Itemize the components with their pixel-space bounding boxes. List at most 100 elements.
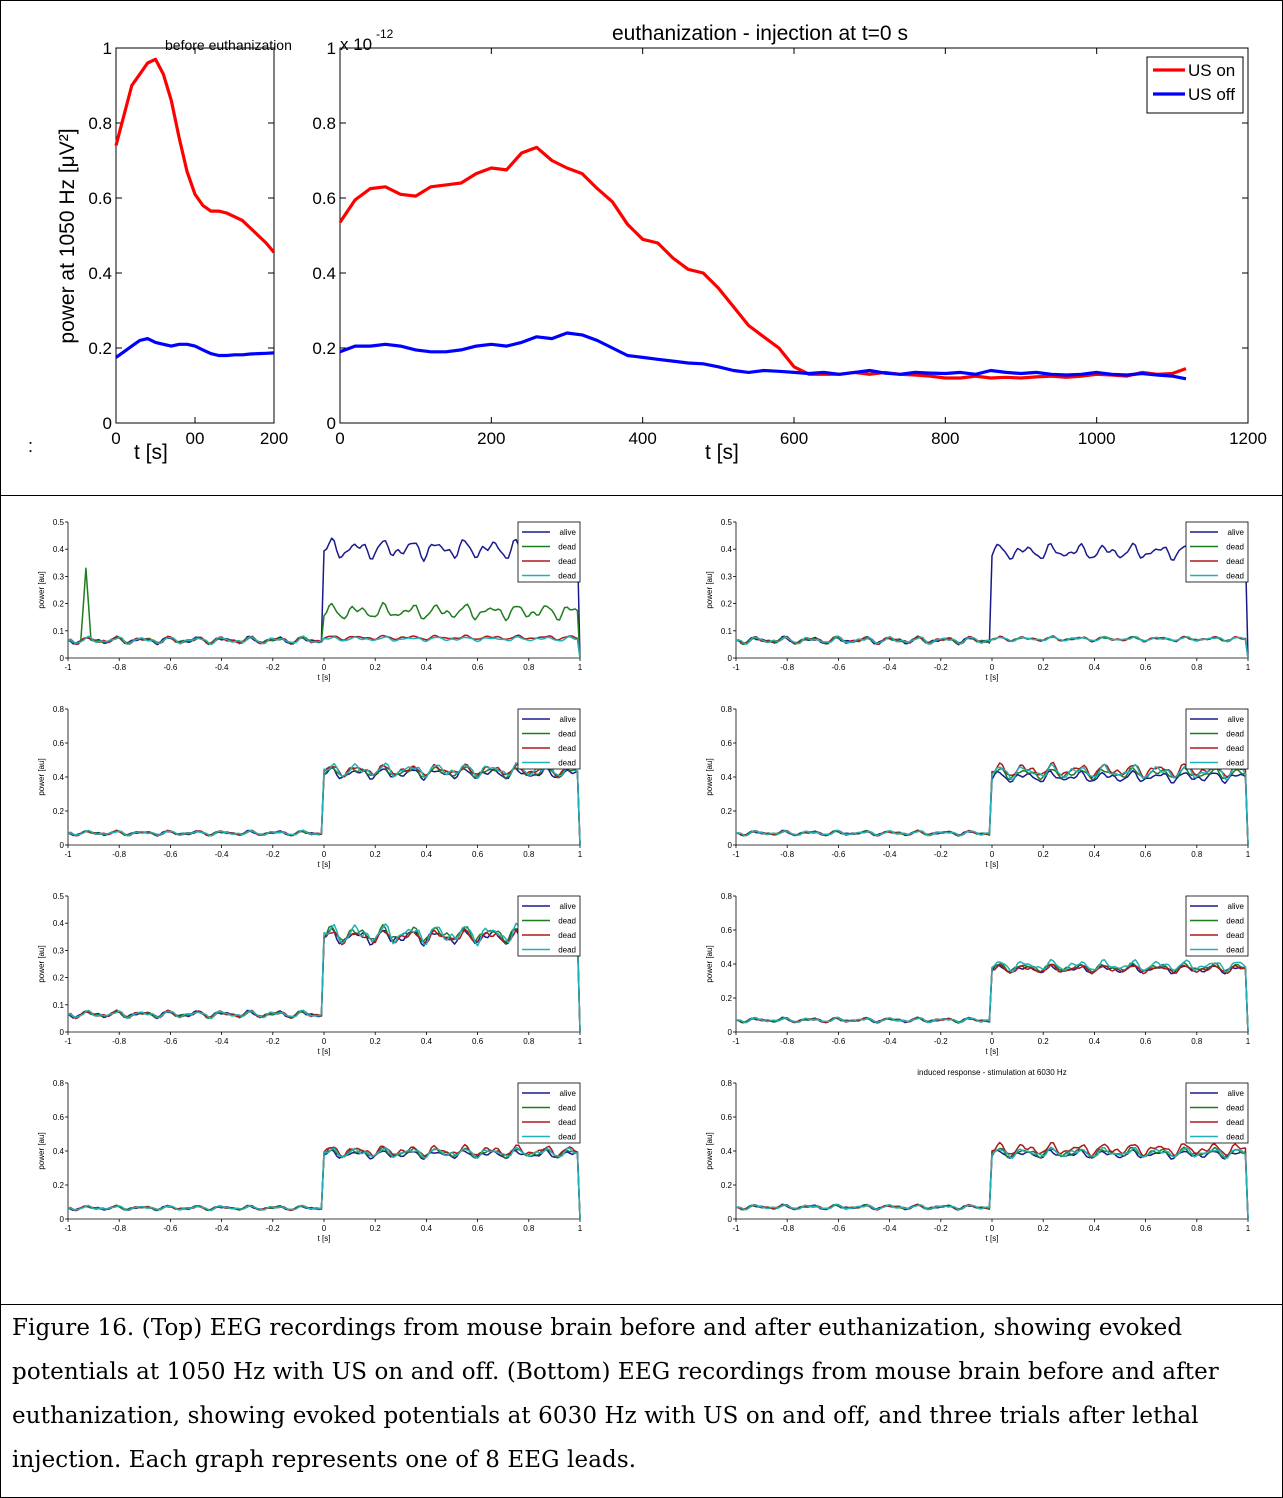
x-tick-label: -0.6 [832,850,846,859]
legend: alive dead dead dead [1185,1082,1249,1144]
x-tick-label: 0 [322,663,327,672]
x-tick-label: -0.4 [215,1037,229,1046]
chart-title: euthanization - injection at t=0 s [612,22,908,45]
x-tick-label: 0.8 [523,1224,535,1233]
legend: alive dead dead dead [1185,895,1249,957]
y-tick-label: 0.6 [721,739,733,748]
x-tick-label: 0 [322,1224,327,1233]
y-axis-label: power [au] [37,1132,46,1169]
x-tick-label: 1 [1246,1037,1251,1046]
x-tick-label: 00 [186,429,205,448]
x-axis-label: t [s] [318,673,331,682]
legend-label: alive [1228,1089,1245,1098]
y-tick-label: 0 [728,841,733,850]
y-tick-label: 0.2 [721,1181,733,1190]
series-line [67,922,581,1033]
x-tick-label: 0.6 [1140,663,1152,672]
x-tick-label: 1 [1246,663,1251,672]
x-tick-label: -1 [732,663,740,672]
x-tick-label: -0.8 [780,850,794,859]
x-tick-label: -0.2 [266,1224,280,1233]
x-tick-label: -0.8 [112,1037,126,1046]
y-tick-label: 0.5 [53,518,65,527]
x-tick-label: -1 [64,1037,72,1046]
x-tick-label: -0.6 [832,663,846,672]
y-tick-label: 0.4 [721,773,733,782]
legend-label: alive [560,528,577,537]
y-tick-label: 0.4 [53,545,65,554]
x-tick-label: 0.4 [1089,663,1101,672]
y-tick-label: 0.8 [721,705,733,714]
y-tick-label: 0.1 [53,1001,65,1010]
x-tick-label: -1 [64,663,72,672]
x-tick-label: 0.2 [1038,663,1050,672]
legend-label: dead [558,1118,576,1127]
y-tick-label: 0.4 [312,264,336,283]
series-line [67,567,581,659]
x-tick-label: 0.6 [472,1037,484,1046]
x-tick-label: 0.2 [1038,1224,1050,1233]
series-line [67,635,581,659]
x-tick-label: 0 [322,1037,327,1046]
y-tick-label: 0.6 [721,926,733,935]
x-axis-label: t [s] [318,1234,331,1243]
legend-label: dead [1226,744,1244,753]
x-axis-label: t [s] [986,1234,999,1243]
x-tick-label: 1 [578,663,583,672]
x-tick-label: -1 [732,850,740,859]
legend-label: dead [558,744,576,753]
plot-area [115,47,275,424]
legend-label: dead [558,572,576,581]
y-axis-label: power at 1050 Hz [μV²] [56,128,79,343]
x-tick-label: 0.2 [370,1224,382,1233]
series-line [67,1146,581,1220]
x-tick-label: 0.6 [1140,1224,1152,1233]
legend: alive dead dead dead [517,708,581,770]
chart-eeg-lead: 0 0.2 0.4 0.6 0.8 -1 -0.8 -0.6 -0.4 -0.2 0 0.2 0.4 0.… [37,705,583,869]
y-tick-label: 0.8 [721,1079,733,1088]
legend-label: dead [558,1133,576,1142]
x-tick-label: -1 [732,1224,740,1233]
y-tick-label: 0.6 [88,189,112,208]
x-tick-label: 0.6 [1140,1037,1152,1046]
legend-label: dead [1226,572,1244,581]
x-axis-label: t [s] [318,1047,331,1056]
x-tick-label: 0.4 [421,1037,433,1046]
legend-label: US on [1188,61,1235,80]
x-tick-label: 0.4 [1089,1224,1101,1233]
chart-eeg-lead: 0 0.1 0.2 0.3 0.4 0.5 -1 -0.8 -0.6 -0.4 -0.2 0 0.2 0.… [705,518,1251,682]
x-tick-label: -0.4 [215,663,229,672]
y-tick-label: 0.3 [53,572,65,581]
x-tick-label: -0.6 [832,1037,846,1046]
y-tick-label: 0 [728,1215,733,1224]
figure-caption: Figure 16. (Top) EEG recordings from mou… [12,1315,1219,1473]
legend: alive dead dead dead [517,895,581,957]
x-tick-label: -0.4 [883,850,897,859]
legend-box [1146,56,1244,114]
x-tick-label: 0.2 [370,850,382,859]
x-tick-label: -0.4 [883,1224,897,1233]
x-tick-label: 0.4 [1089,1037,1101,1046]
y-tick-label: 0.2 [312,339,336,358]
y-tick-label: 0.8 [721,892,733,901]
x-tick-label: 0.6 [472,850,484,859]
legend-label: dead [558,557,576,566]
x-tick-label: 0.2 [370,663,382,672]
series-line [339,331,1187,381]
legend-label: dead [1226,1118,1244,1127]
x-tick-label: 1000 [1078,429,1116,448]
x-tick-label: 1200 [1229,429,1267,448]
y-tick-label: 0.2 [53,807,65,816]
x-tick-label: -0.2 [266,1037,280,1046]
y-tick-label: 0.4 [721,1147,733,1156]
x-tick-label: 200 [260,429,288,448]
series-line [735,958,1249,1033]
chart-eeg-lead: 0 0.2 0.4 0.6 0.8 -1 -0.8 -0.6 -0.4 -0.2 0 0.2 0.4 0.… [705,892,1251,1056]
x-tick-label: -0.8 [780,663,794,672]
legend-label: alive [1228,715,1245,724]
x-tick-label: 600 [780,429,808,448]
x-tick-label: 0 [335,429,344,448]
y-axis-label: power [au] [37,571,46,608]
